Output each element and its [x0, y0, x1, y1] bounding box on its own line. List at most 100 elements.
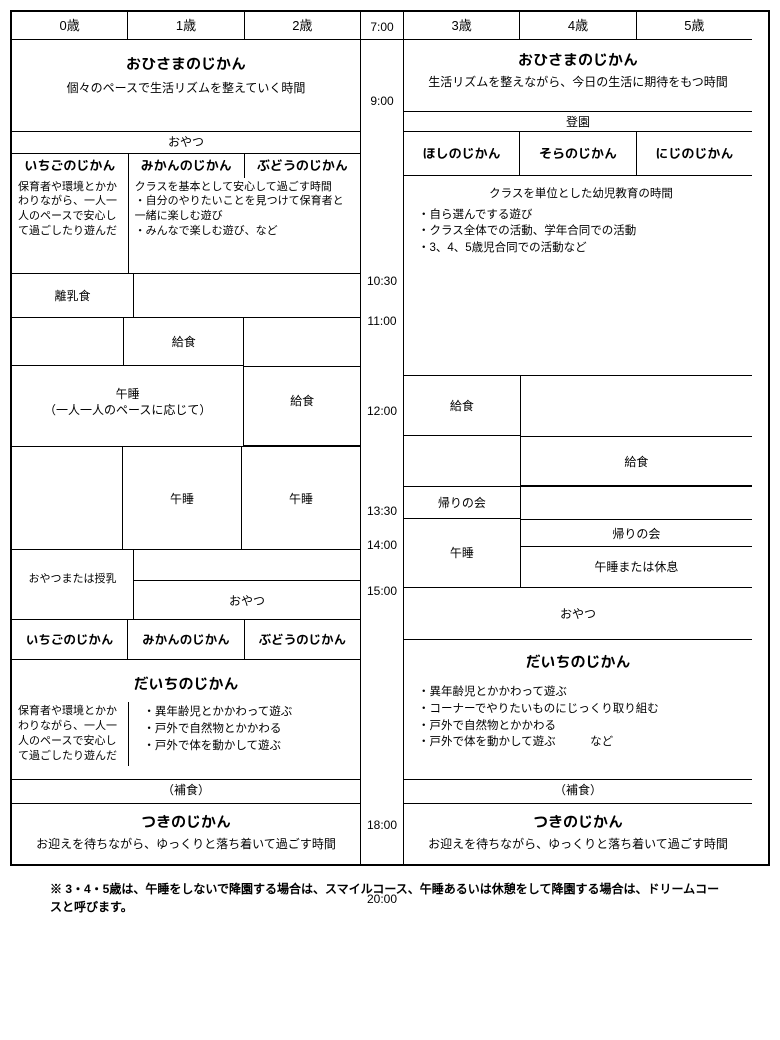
r-tsuki-title: つきのじかん [408, 812, 748, 832]
time-18-00: 18:00 [363, 818, 401, 832]
gosui-1: 午睡 [122, 447, 241, 549]
right-kaeri-45: 帰りの会 午睡または休息 [520, 487, 752, 587]
kaeri-45: 帰りの会 [521, 519, 752, 547]
r-ohisama-sub: 生活リズムを整えながら、今日の生活に期待をもつ時間 [408, 74, 748, 90]
mikan-title: みかんのじかん [129, 154, 244, 178]
rm1: クラスを単位とした幼児教育の時間 [418, 186, 744, 207]
budou-title: ぶどうのじかん [244, 154, 360, 178]
l2: ・自分のやりたいことを見つけて保育者と一緒に楽しむ遊び [135, 195, 344, 222]
age-5: 5歳 [636, 12, 752, 39]
right-hoshoku: （補食） [404, 780, 752, 804]
tsuki-title: つきのじかん [16, 812, 356, 832]
right-lunch-45: 給食 [520, 376, 752, 486]
left-col-0: いちごのじかん 保育者や環境とかかわりながら、一人一人のペースで安心して過ごした… [12, 154, 128, 273]
time-9-00: 9:00 [363, 94, 401, 108]
left-rinyushoku-row: 離乳食 [12, 274, 360, 318]
right-kaeri: 帰りの会 午睡 帰りの会 午睡または休息 [404, 486, 752, 588]
left-mid-01: 給食 午睡 （一人一人のペースに応じて） [12, 318, 243, 446]
age-3: 3歳 [404, 12, 519, 39]
d2: ・戸外で自然物とかかわる [143, 723, 281, 735]
r-ohisama-title: おひさまのじかん [408, 50, 748, 70]
rd2: ・コーナーでやりたいものにじっくり取り組む [418, 703, 659, 715]
oyatsu-junyu: おやつまたは授乳 [12, 550, 133, 619]
right-header-row: 3歳 4歳 5歳 [404, 12, 752, 40]
rm3: ・クラス全体での活動、学年合同での活動 [418, 225, 636, 237]
left-panel: 0歳 1歳 2歳 おひさまのじかん 個々のペースで生活リズムを整えていく時間 お… [12, 12, 360, 864]
l3: ・みんなで楽しむ遊び、など [135, 225, 278, 237]
niji-title: にじのじかん [636, 132, 752, 175]
right-oyatsu: おやつ [404, 588, 752, 640]
time-20-00: 20:00 [363, 892, 401, 906]
hoshi-title: ほしのじかん [404, 132, 519, 175]
time-11-00: 11:00 [363, 314, 401, 328]
l1: クラスを基本として安心して過ごす時間 [135, 181, 332, 193]
left-mid-2: 給食 [243, 318, 360, 446]
left-hoshoku: （補食） [12, 780, 360, 804]
left-oyatsu-2: おやつ [134, 580, 360, 621]
left-col-12: みかんのじかん ぶどうのじかん クラスを基本として安心して過ごす時間 ・自分のや… [128, 154, 360, 273]
gosui-2: 午睡 [241, 447, 360, 549]
right-jikan-titles: ほしのじかん そらのじかん にじのじかん [404, 132, 752, 176]
kyushoku-1: 給食 [123, 318, 243, 365]
left-jikan-titles-2: いちごのじかん みかんのじかん ぶどうのじかん [12, 620, 360, 660]
right-morning: クラスを単位とした幼児教育の時間 ・自ら選んでする遊び ・クラス全体での活動、学… [404, 176, 752, 376]
daichi-title: だいちのじかん [12, 660, 360, 696]
right-lunch-3: 給食 [404, 376, 520, 486]
ichigo-title: いちごのじかん [12, 154, 128, 178]
kyushoku-45: 給食 [521, 436, 752, 486]
rd1: ・異年齢児とかかわって遊ぶ [418, 686, 567, 698]
r-tsuki-sub: お迎えを待ちながら、ゆっくりと落ち着いて過ごす時間 [408, 836, 748, 852]
left-ohisama: おひさまのじかん 個々のペースで生活リズムを整えていく時間 [12, 40, 360, 132]
rd4: ・戸外で体を動かして遊ぶ など [418, 736, 613, 748]
time-12-00: 12:00 [363, 404, 401, 418]
right-daichi: だいちのじかん ・異年齢児とかかわって遊ぶ ・コーナーでやりたいものにじっくり取… [404, 640, 752, 780]
kyushoku-2: 給食 [244, 367, 360, 411]
age-4: 4歳 [519, 12, 635, 39]
ichigo-desc: 保育者や環境とかかわりながら、一人一人のペースで安心して過ごしたり遊んだ [12, 178, 128, 241]
left-oyatsu-1: おやつ [12, 132, 360, 154]
sora-title: そらのじかん [519, 132, 635, 175]
mikan-desc: クラスを基本として安心して過ごす時間 ・自分のやりたいことを見つけて保育者と一緒… [129, 178, 360, 241]
right-kaeri-3: 帰りの会 午睡 [404, 487, 520, 587]
left-midday: 給食 午睡 （一人一人のペースに応じて） 給食 [12, 318, 360, 446]
ichigo-2: いちごのじかん [12, 620, 127, 659]
daichi-desc: ・異年齢児とかかわって遊ぶ ・戸外で自然物とかかわる ・戸外で体を動かして遊ぶ [128, 702, 360, 765]
d3: ・戸外で体を動かして遊ぶ [143, 740, 281, 752]
right-ohisama: おひさまのじかん 生活リズムを整えながら、今日の生活に期待をもつ時間 [404, 40, 752, 112]
gosui-45: 午睡または休息 [521, 547, 752, 587]
left-grid: おひさまのじかん 個々のペースで生活リズムを整えていく時間 おやつ いちごのじか… [12, 40, 360, 864]
rinyushoku: 離乳食 [12, 274, 133, 317]
left-header-row: 0歳 1歳 2歳 [12, 12, 360, 40]
left-ohisama-sub: 個々のペースで生活リズムを整えていく時間 [16, 80, 356, 96]
left-afternoon: 午睡 午睡 [12, 446, 360, 550]
time-15-00: 15:00 [363, 584, 401, 598]
right-grid: おひさまのじかん 生活リズムを整えながら、今日の生活に期待をもつ時間 登園 ほし… [404, 40, 752, 864]
touen: 登園 [404, 112, 752, 132]
left-tsuki: つきのじかん お迎えを待ちながら、ゆっくりと落ち着いて過ごす時間 [12, 804, 360, 864]
left-jikan-titles: いちごのじかん 保育者や環境とかかわりながら、一人一人のペースで安心して過ごした… [12, 154, 360, 274]
gosui-note: （一人一人のペースに応じて） [44, 403, 211, 417]
daichi-col0: 保育者や環境とかかわりながら、一人一人のペースで安心して過ごしたり遊んだ [12, 702, 128, 765]
rm4: ・3、4、5歳児合同での活動など [418, 242, 587, 254]
schedule-wrap: 0歳 1歳 2歳 おひさまのじかん 個々のペースで生活リズムを整えていく時間 お… [10, 10, 770, 866]
tsuki-sub: お迎えを待ちながら、ゆっくりと落ち着いて過ごす時間 [16, 836, 356, 852]
right-tsuki: つきのじかん お迎えを待ちながら、ゆっくりと落ち着いて過ごす時間 [404, 804, 752, 864]
time-10-30: 10:30 [363, 274, 401, 288]
gosui-01: 午睡 （一人一人のペースに応じて） [12, 366, 243, 446]
right-morning-desc: クラスを単位とした幼児教育の時間 ・自ら選んでする遊び ・クラス全体での活動、学… [404, 176, 752, 259]
left-oyatsu-12: おやつ [133, 550, 360, 619]
age-2: 2歳 [244, 12, 360, 39]
left-daichi-overlay: だいちのじかん 保育者や環境とかかわりながら、一人一人のペースで安心して過ごした… [12, 660, 360, 780]
r-daichi-desc: ・異年齢児とかかわって遊ぶ ・コーナーでやりたいものにじっくり取り組む ・戸外で… [404, 674, 752, 753]
budou-2: ぶどうのじかん [244, 620, 360, 659]
time-13-30: 13:30 [363, 504, 401, 518]
right-panel: 3歳 4歳 5歳 おひさまのじかん 生活リズムを整えながら、今日の生活に期待をも… [404, 12, 752, 864]
time-7-00: 7:00 [363, 20, 401, 34]
left-ohisama-title: おひさまのじかん [16, 54, 356, 74]
left-oyatsu-row: おやつまたは授乳 おやつ [12, 550, 360, 620]
kyushoku-3: 給食 [404, 376, 520, 436]
time-column: 7:009:0010:3011:0012:0013:3014:0015:0018… [360, 12, 404, 864]
rd3: ・戸外で自然物とかかわる [418, 720, 556, 732]
d1: ・異年齢児とかかわって遊ぶ [143, 706, 292, 718]
kaeri-3: 帰りの会 [404, 487, 520, 519]
